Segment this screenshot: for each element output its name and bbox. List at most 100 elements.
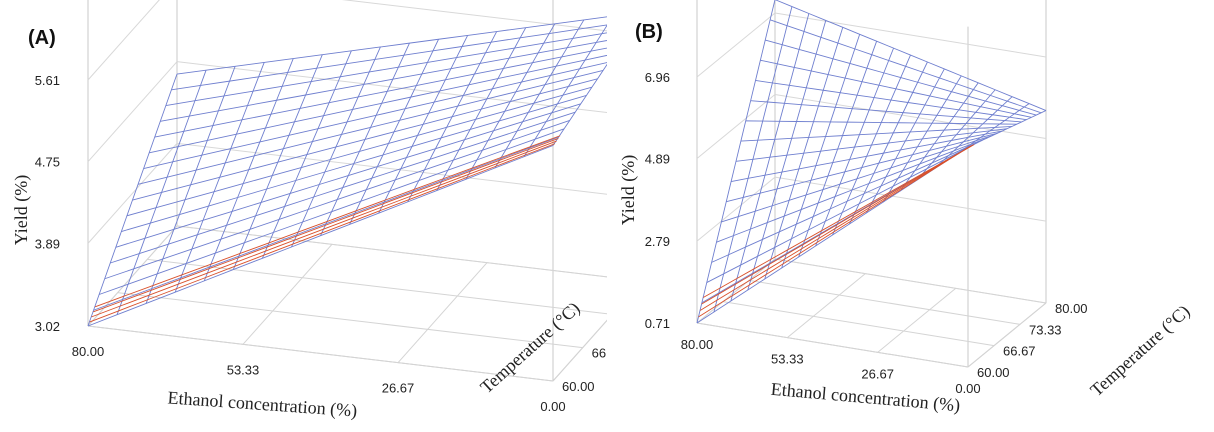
surface-mesh-line bbox=[774, 0, 1047, 111]
surface-mesh-line bbox=[731, 130, 1003, 182]
surface-mesh-line bbox=[755, 80, 1027, 121]
wall-gridline bbox=[87, 61, 178, 163]
z-tick-label: 6.96 bbox=[645, 70, 670, 85]
wall-gridline bbox=[774, 12, 1047, 58]
surface-mesh-line bbox=[121, 95, 587, 232]
surface-mesh-line bbox=[93, 136, 559, 311]
x-ticks-a: 80.00 53.33 26.67 0.00 bbox=[72, 344, 566, 414]
z-tick-label: 3.89 bbox=[35, 236, 60, 251]
wall-gridline bbox=[696, 12, 776, 78]
surface-mesh-line bbox=[160, 40, 607, 122]
surface-mesh-a bbox=[87, 16, 607, 327]
y-tick-label: 60.00 bbox=[977, 365, 1010, 380]
surface-mesh-line bbox=[721, 135, 993, 223]
surface-mesh-line bbox=[143, 62, 607, 169]
z-tick-label: 3.02 bbox=[35, 319, 60, 334]
box-frame-a bbox=[87, 0, 607, 382]
z-tick-label: 4.75 bbox=[35, 155, 60, 170]
x-tick-label: 0.00 bbox=[540, 399, 565, 414]
floor-gridline bbox=[242, 244, 333, 345]
surface-mesh-line bbox=[149, 54, 607, 154]
surface-mesh-line bbox=[769, 19, 1042, 114]
wall-gridline bbox=[87, 143, 178, 244]
floor-gridline bbox=[117, 292, 583, 349]
floor-gridline bbox=[696, 322, 969, 368]
y-ticks-b: 60.00 66.67 73.33 80.00 bbox=[977, 301, 1088, 380]
surface-mesh-line bbox=[165, 32, 607, 106]
surface-chart-b: (B) 0.71 2.79 4.89 6.96 80.00 53.33 26.67 0.00… bbox=[618, 0, 1194, 416]
z-tick-label: 5.61 bbox=[35, 73, 60, 88]
x-tick-label: 26.67 bbox=[382, 381, 415, 396]
surface-mesh-line bbox=[750, 100, 1022, 123]
surface-underside-line bbox=[89, 143, 555, 323]
z-ticks-a: 3.02 3.89 4.75 5.61 bbox=[35, 73, 60, 334]
y-tick-label: 66.67 bbox=[592, 346, 607, 361]
floor-gridline bbox=[87, 225, 178, 327]
surface-mesh-line bbox=[735, 128, 1008, 162]
z-tick-label: 4.89 bbox=[645, 151, 670, 166]
wall-gridline bbox=[774, 176, 1047, 222]
surface-mesh-line bbox=[171, 24, 607, 91]
surface-mesh-line bbox=[126, 86, 593, 217]
wall-gridline bbox=[176, 225, 607, 278]
floor-grid-a bbox=[87, 225, 607, 382]
surface-mesh-line bbox=[98, 128, 565, 295]
surface-mesh-line bbox=[740, 126, 1012, 142]
floor-gridline bbox=[176, 225, 607, 278]
z-tick-label: 0.71 bbox=[645, 316, 670, 331]
floor-gridline bbox=[787, 273, 866, 339]
surface-mesh-b bbox=[696, 0, 1047, 324]
wall-gridline bbox=[341, 0, 607, 32]
surface-underside-line bbox=[699, 145, 972, 311]
surface-mesh-line bbox=[87, 145, 554, 327]
floor-gridline bbox=[877, 287, 956, 353]
wall-gridline bbox=[696, 94, 776, 159]
panel-label-a: (A) bbox=[28, 27, 56, 49]
z-ticks-b: 0.71 2.79 4.89 6.96 bbox=[645, 70, 670, 331]
surface-underside-line bbox=[91, 140, 557, 318]
floor-grid-b bbox=[696, 258, 1047, 368]
floor-gridline bbox=[696, 258, 776, 324]
floor-gridline bbox=[397, 262, 488, 363]
surface-mesh-line bbox=[104, 120, 570, 280]
wall-gridline bbox=[87, 0, 160, 81]
floor-gridline bbox=[147, 258, 607, 315]
surface-mesh-line bbox=[711, 139, 983, 263]
surface-underside-line bbox=[94, 135, 561, 308]
surface-mesh-line bbox=[706, 142, 978, 283]
surface-mesh-line bbox=[110, 111, 576, 264]
y-tick-label: 66.67 bbox=[1003, 344, 1036, 359]
x-tick-label: 26.67 bbox=[861, 366, 894, 381]
surface-mesh-line bbox=[765, 39, 1037, 116]
y-tick-label: 80.00 bbox=[1055, 301, 1088, 316]
x-ticks-b: 80.00 53.33 26.67 0.00 bbox=[681, 337, 981, 396]
panel-label-b: (B) bbox=[635, 21, 663, 43]
surface-mesh-line bbox=[745, 120, 1017, 125]
floor-gridline bbox=[774, 258, 1047, 304]
wall-gridline bbox=[176, 142, 607, 195]
surface-mesh-line bbox=[716, 137, 988, 243]
x-tick-label: 53.33 bbox=[771, 352, 804, 367]
y-tick-label: 73.33 bbox=[1029, 322, 1062, 337]
surface-mesh-line bbox=[696, 0, 776, 324]
x-tick-label: 0.00 bbox=[955, 381, 980, 396]
surface-chart-a: (A) 3.02 3.89 4.75 5.61 80.00 53.33 26.67 0.00… bbox=[11, 0, 607, 422]
surface-mesh-line bbox=[176, 16, 607, 75]
surface-underside-line bbox=[703, 144, 975, 298]
surface-underside-line bbox=[698, 146, 970, 318]
floor-gridline bbox=[722, 301, 995, 347]
surface-underside-line bbox=[93, 137, 559, 313]
surface-mesh-line bbox=[132, 78, 598, 201]
wall-gridline bbox=[176, 61, 607, 114]
x-tick-label: 53.33 bbox=[227, 362, 260, 377]
x-axis-title-a: Ethanol concentration (%) bbox=[167, 387, 358, 421]
surface-mesh-line bbox=[760, 59, 1032, 118]
x-tick-label: 80.00 bbox=[72, 344, 105, 359]
surface-mesh-line bbox=[115, 103, 581, 248]
z-axis-title-b: Yield (%) bbox=[618, 155, 639, 225]
floor-gridline bbox=[748, 279, 1021, 325]
floor-gridline bbox=[552, 319, 607, 382]
floor-gridline bbox=[87, 325, 554, 382]
surface-underside-line bbox=[701, 144, 973, 305]
